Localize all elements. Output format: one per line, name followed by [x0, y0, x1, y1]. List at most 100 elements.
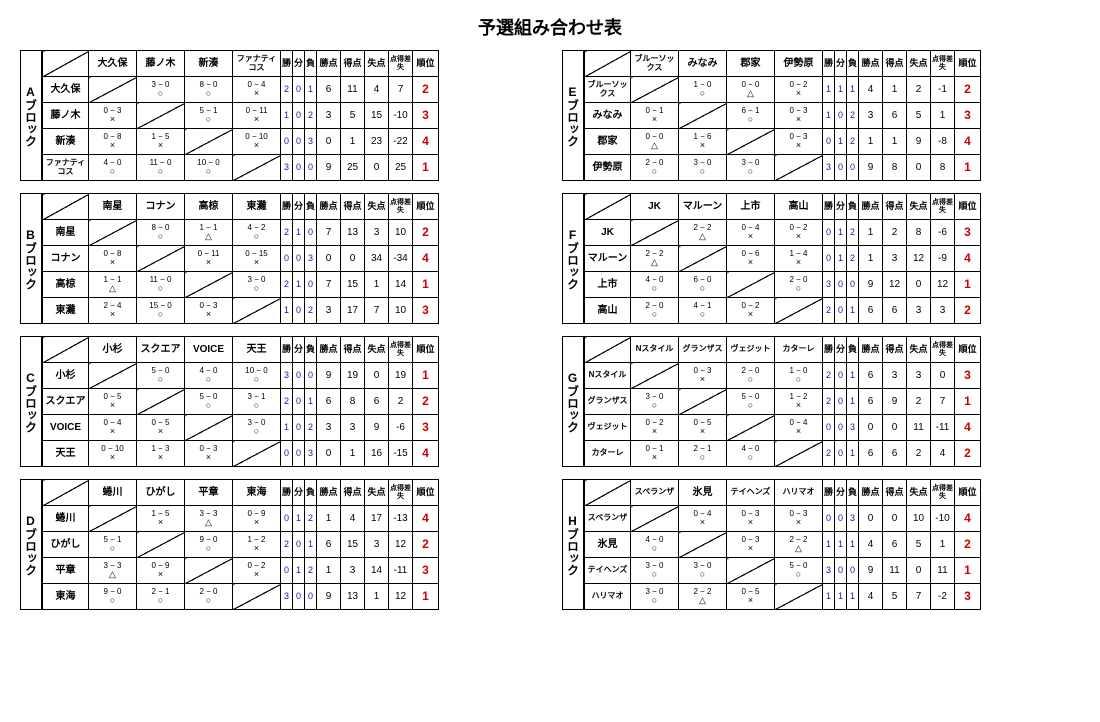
stat-draws: 0	[293, 584, 305, 610]
stat-diff: -2	[931, 584, 955, 610]
stat-for: 0	[883, 415, 907, 441]
stat-against: 3	[365, 532, 389, 558]
stat-for: 1	[883, 129, 907, 155]
stat-diff: 1	[931, 103, 955, 129]
match-cell: 0 − 9×	[233, 506, 281, 532]
stat-diff: -10	[389, 103, 413, 129]
team-row-header: みなみ	[585, 103, 631, 129]
stat-against: 34	[365, 246, 389, 272]
stat-losses: 2	[305, 506, 317, 532]
team-row-header: JK	[585, 220, 631, 246]
match-cell: 0 − 4×	[679, 506, 727, 532]
team-col-header: 東海	[233, 480, 281, 506]
stat-wins: 0	[823, 246, 835, 272]
header-diff: 点得差失	[931, 194, 955, 220]
header-draws: 分	[835, 337, 847, 363]
team-col-header: 南星	[89, 194, 137, 220]
self-cell	[89, 220, 137, 246]
match-cell: 0 − 2×	[775, 77, 823, 103]
stat-diff: -6	[931, 220, 955, 246]
stat-points: 1	[317, 558, 341, 584]
header-losses: 負	[847, 337, 859, 363]
stat-draws: 1	[835, 584, 847, 610]
stat-points: 0	[317, 441, 341, 467]
stat-draws: 0	[293, 415, 305, 441]
stat-against: 12	[907, 246, 931, 272]
header-draws: 分	[293, 194, 305, 220]
corner-cell	[43, 51, 89, 77]
header-wins: 勝	[281, 337, 293, 363]
team-col-header: JK	[631, 194, 679, 220]
match-cell: 0 − 4×	[233, 77, 281, 103]
self-cell	[233, 155, 281, 181]
stat-wins: 2	[281, 220, 293, 246]
stat-wins: 2	[823, 389, 835, 415]
stat-against: 1	[365, 272, 389, 298]
header-wins: 勝	[823, 337, 835, 363]
stat-rank: 1	[955, 155, 981, 181]
stat-draws: 0	[835, 155, 847, 181]
match-cell: 1 − 3×	[137, 441, 185, 467]
match-cell: 3 − 0○	[233, 272, 281, 298]
match-cell: 0 − 3×	[185, 298, 233, 324]
match-cell: 3 − 0○	[631, 389, 679, 415]
stat-against: 10	[907, 506, 931, 532]
match-cell: 1 − 1△	[185, 220, 233, 246]
stat-points: 6	[859, 441, 883, 467]
match-cell: 3 − 3△	[185, 506, 233, 532]
self-cell	[727, 415, 775, 441]
self-cell	[679, 246, 727, 272]
stat-points: 9	[317, 363, 341, 389]
match-cell: 0 − 3×	[89, 103, 137, 129]
self-cell	[89, 363, 137, 389]
header-rank: 順位	[413, 337, 439, 363]
stat-diff: -9	[931, 246, 955, 272]
stat-wins: 0	[281, 441, 293, 467]
stat-draws: 0	[835, 389, 847, 415]
stat-draws: 1	[835, 77, 847, 103]
stat-against: 3	[365, 220, 389, 246]
stat-wins: 1	[823, 103, 835, 129]
stat-points: 3	[317, 298, 341, 324]
stat-for: 3	[883, 363, 907, 389]
stat-against: 11	[907, 415, 931, 441]
stat-draws: 0	[293, 441, 305, 467]
team-row-header: 大久保	[43, 77, 89, 103]
block-H: Hブロック スペランザ氷見テイヘンズハリマオ勝分負勝点得点失点点得差失順位スペラ…	[562, 479, 1080, 610]
stat-against: 2	[907, 389, 931, 415]
team-row-header: 平章	[43, 558, 89, 584]
stat-wins: 2	[281, 77, 293, 103]
header-wins: 勝	[823, 194, 835, 220]
stat-draws: 0	[835, 298, 847, 324]
match-cell: 0 − 2×	[727, 298, 775, 324]
match-cell: 9 − 0○	[185, 532, 233, 558]
block-C: Cブロック 小杉スクエアVOICE天王勝分負勝点得点失点点得差失順位小杉5 − …	[20, 336, 538, 467]
stat-rank: 3	[413, 415, 439, 441]
match-cell: 0 − 11×	[185, 246, 233, 272]
stat-losses: 2	[305, 298, 317, 324]
match-cell: 4 − 1○	[679, 298, 727, 324]
header-points: 勝点	[859, 337, 883, 363]
match-cell: 1 − 6×	[679, 129, 727, 155]
stat-losses: 0	[305, 155, 317, 181]
stat-against: 0	[365, 155, 389, 181]
match-cell: 3 − 1○	[233, 389, 281, 415]
match-cell: 3 − 0○	[631, 584, 679, 610]
stat-points: 1	[859, 129, 883, 155]
header-points: 勝点	[317, 194, 341, 220]
stat-points: 6	[859, 363, 883, 389]
block-table: 小杉スクエアVOICE天王勝分負勝点得点失点点得差失順位小杉5 − 0○4 − …	[42, 336, 439, 467]
header-draws: 分	[293, 337, 305, 363]
self-cell	[679, 103, 727, 129]
match-cell: 0 − 5×	[137, 415, 185, 441]
block-F: Fブロック JKマルーン上市高山勝分負勝点得点失点点得差失順位JK2 − 2△0…	[562, 193, 1080, 324]
stat-draws: 1	[835, 129, 847, 155]
team-col-header: カターレ	[775, 337, 823, 363]
stat-for: 8	[883, 155, 907, 181]
team-row-header: 南星	[43, 220, 89, 246]
team-row-header: 東灘	[43, 298, 89, 324]
stat-wins: 3	[281, 363, 293, 389]
stat-points: 0	[859, 415, 883, 441]
stat-against: 4	[365, 77, 389, 103]
stat-losses: 3	[305, 129, 317, 155]
